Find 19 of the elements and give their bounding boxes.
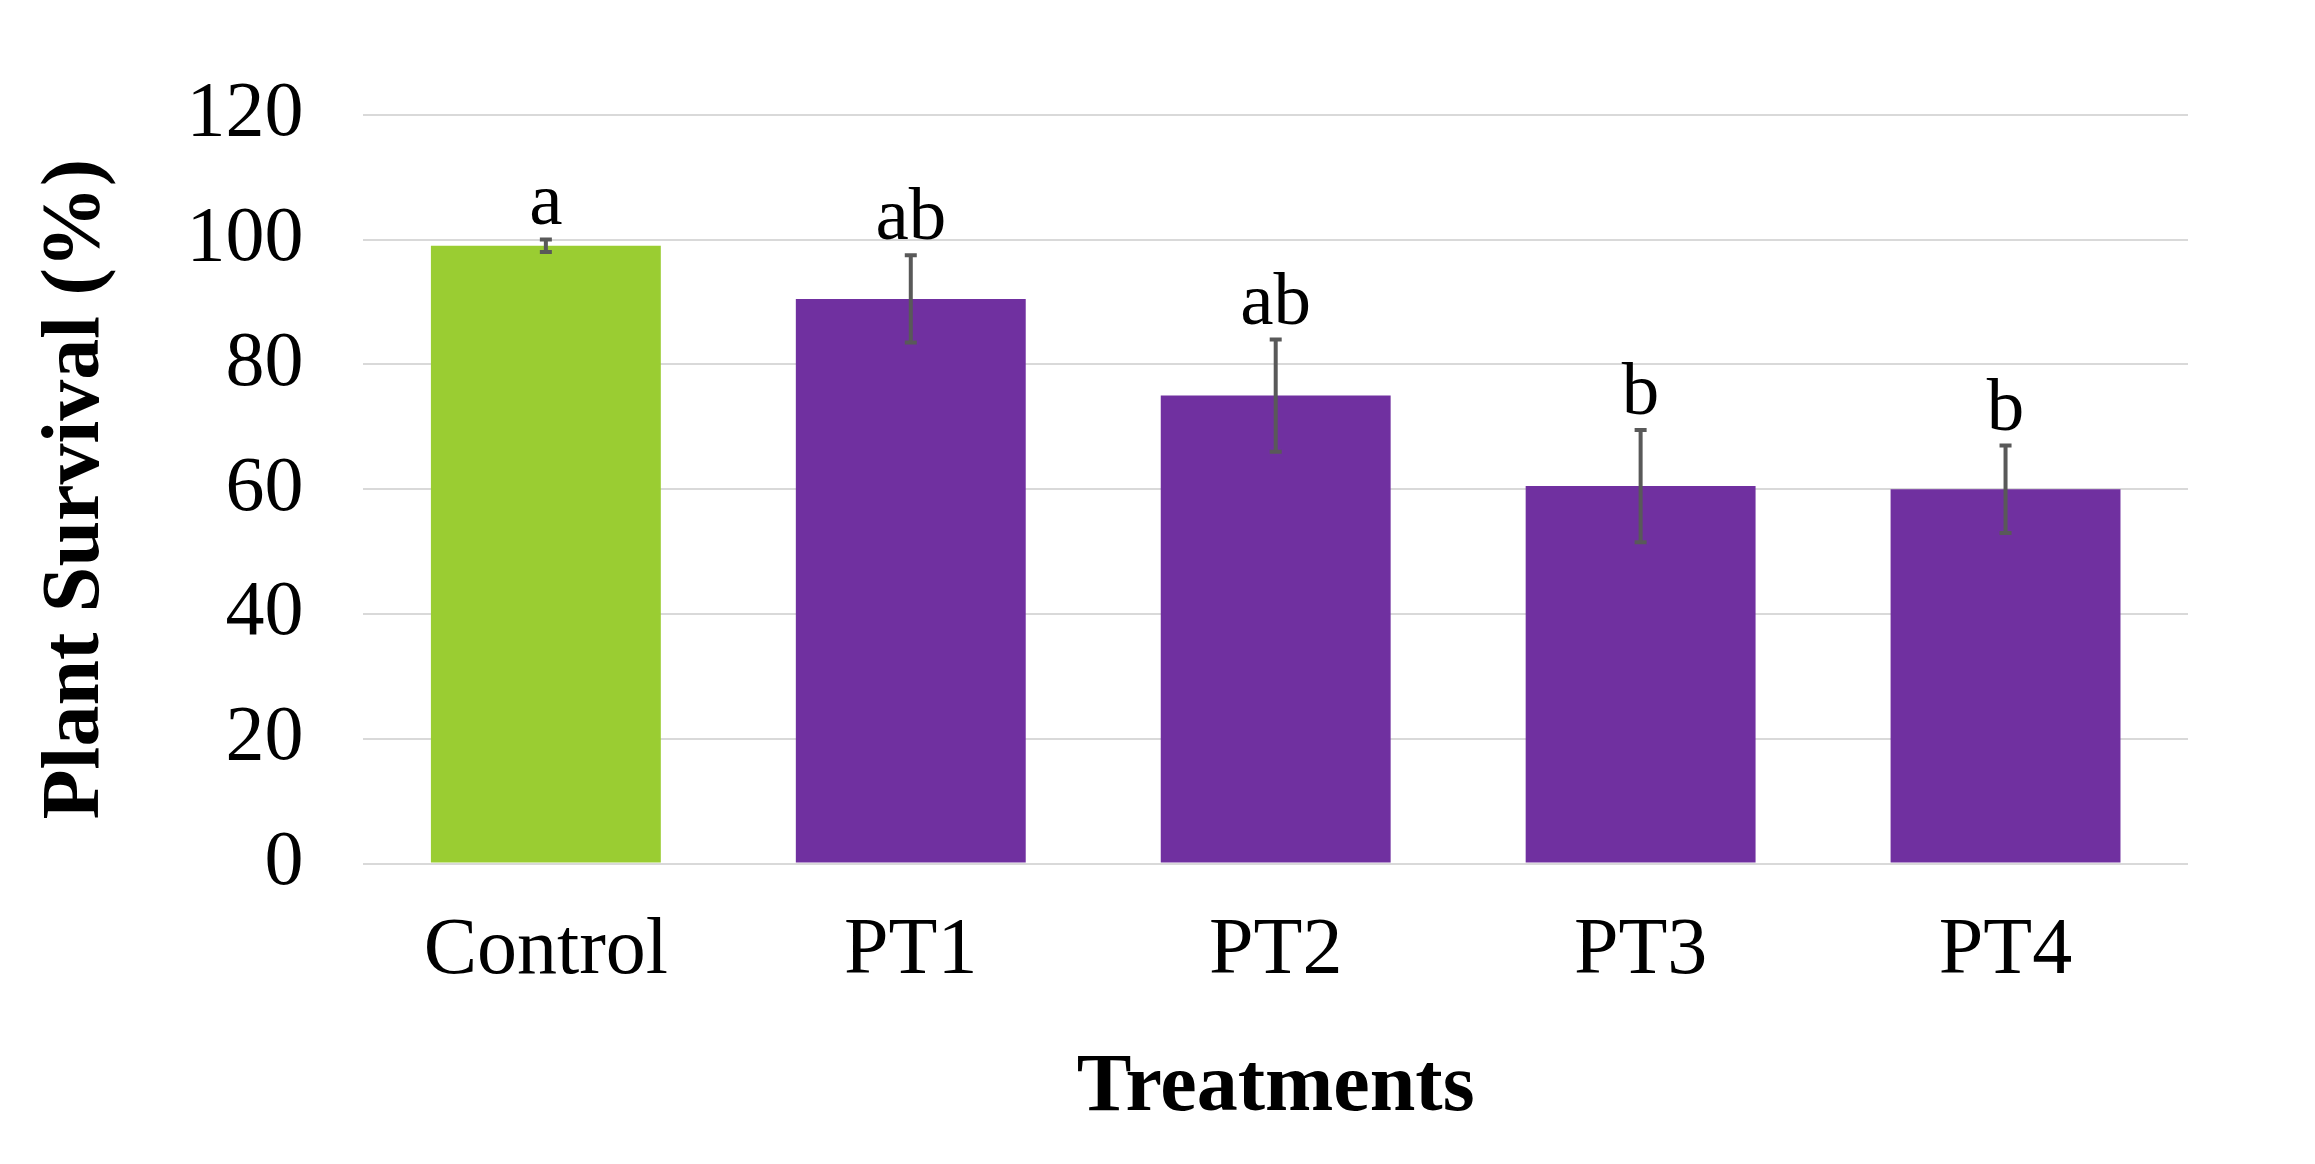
x-tick-label: Control (423, 901, 669, 990)
y-axis-title: Plant Survival (%) (25, 158, 117, 820)
x-tick-label: PT3 (1573, 901, 1708, 990)
y-tick-label: 80 (225, 314, 304, 402)
x-tick-label: PT2 (1209, 901, 1343, 990)
y-tick-label: 0 (264, 814, 304, 902)
x-tick-label: PT1 (844, 901, 978, 990)
annotation: b (1621, 347, 1660, 431)
y-tick-label: 100 (186, 190, 304, 278)
y-tick-label: 120 (186, 65, 304, 153)
y-tick-label: 20 (225, 689, 304, 777)
annotation: b (1986, 362, 2025, 446)
x-axis-title: Treatments (1076, 1036, 1475, 1128)
y-tick-label: 60 (225, 439, 304, 527)
annotation: ab (875, 172, 947, 256)
annotation: a (529, 156, 563, 240)
y-tick-label: 40 (225, 564, 304, 652)
annotation: ab (1240, 256, 1312, 340)
x-tick-label: PT4 (1938, 901, 2073, 990)
